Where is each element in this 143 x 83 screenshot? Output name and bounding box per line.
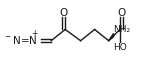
Text: O: O xyxy=(60,8,68,18)
Text: O: O xyxy=(117,8,125,18)
Text: NH₂: NH₂ xyxy=(113,25,130,34)
Text: +: + xyxy=(32,29,38,38)
Polygon shape xyxy=(109,33,114,41)
Text: HO: HO xyxy=(113,43,127,52)
Text: $^-$N=N: $^-$N=N xyxy=(3,34,38,46)
